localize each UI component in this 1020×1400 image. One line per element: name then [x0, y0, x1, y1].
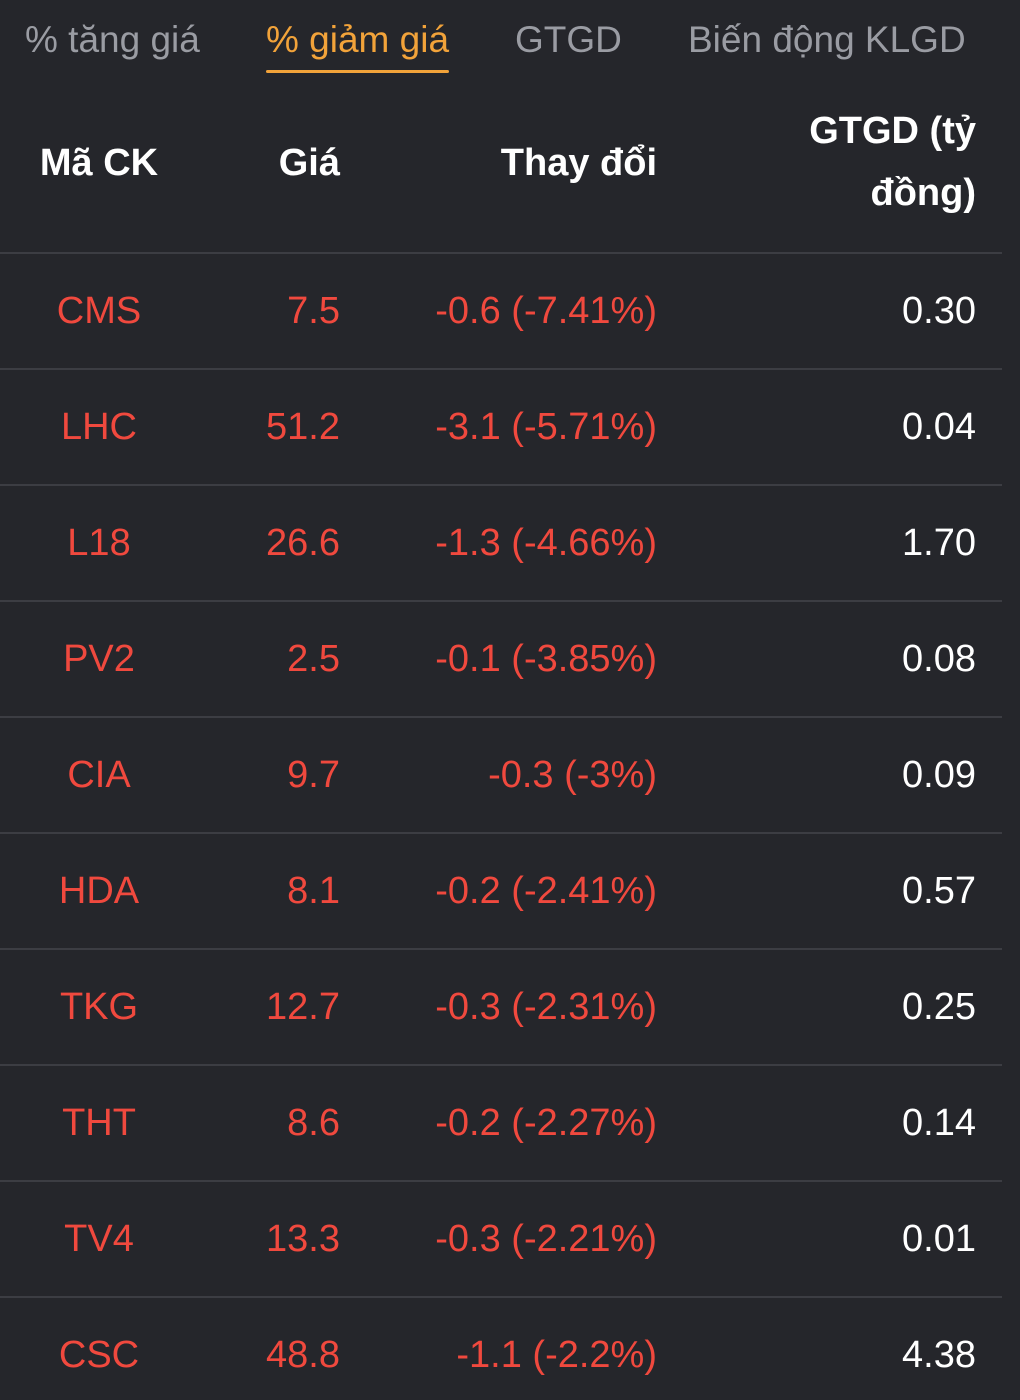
stock-code[interactable]: L18 [67, 522, 131, 564]
header-value: GTGD (tỷ đồng) [809, 110, 976, 214]
stock-price: 8.6 [287, 1102, 340, 1144]
stock-price: 8.1 [287, 870, 340, 912]
tab-gainers[interactable]: % tăng giá [25, 18, 200, 62]
stock-change: -1.3 (-4.66%) [435, 522, 657, 564]
stock-trading-value: 0.09 [902, 754, 976, 796]
stock-change: -0.2 (-2.27%) [435, 1102, 657, 1144]
table-row[interactable]: HDA 8.1 -0.2 (-2.41%) 0.57 [0, 834, 1002, 950]
table-row[interactable]: L18 26.6 -1.3 (-4.66%) 1.70 [0, 486, 1002, 602]
stock-trading-value: 4.38 [902, 1334, 976, 1376]
stock-code[interactable]: CMS [56, 290, 142, 332]
stock-change: -0.3 (-2.31%) [435, 986, 657, 1028]
tab-bar: % tăng giá % giảm giá GTGD Biến động KLG… [0, 0, 1020, 86]
stock-trading-value: 0.01 [902, 1218, 976, 1260]
stock-code[interactable]: PV2 [63, 638, 135, 680]
table-row[interactable]: TKG 12.7 -0.3 (-2.31%) 0.25 [0, 950, 1002, 1066]
stock-code[interactable]: CSC [58, 1334, 140, 1376]
stock-code[interactable]: CIA [67, 754, 131, 796]
stock-trading-value: 0.04 [902, 406, 976, 448]
stock-code[interactable]: LHC [60, 406, 138, 448]
stock-price: 2.5 [287, 638, 340, 680]
header-price: Giá [278, 142, 340, 184]
stock-price: 13.3 [266, 1218, 340, 1260]
stock-code[interactable]: TKG [59, 986, 139, 1028]
table-body: CMS 7.5 -0.6 (-7.41%) 0.30 LHC 51.2 -3.1 (-5.7… [0, 254, 1002, 1400]
tab-label: % giảm giá [266, 19, 450, 60]
tab-volume-change[interactable]: Biến động KLGD [688, 18, 966, 62]
stock-code[interactable]: THT [62, 1102, 136, 1144]
tab-losers[interactable]: % giảm giá [266, 18, 450, 73]
stock-price: 51.2 [266, 406, 340, 448]
stock-price: 12.7 [266, 986, 340, 1028]
stock-trading-value: 0.57 [902, 870, 976, 912]
tab-label: GTGD [515, 19, 622, 60]
stock-change: -0.6 (-7.41%) [435, 290, 657, 332]
stock-table: Mã CK Giá Thay đổi GTGD (tỷ đồng) CMS 7.5… [0, 86, 1002, 1400]
stock-code[interactable]: TV4 [64, 1218, 134, 1260]
stock-code[interactable]: HDA [58, 870, 140, 912]
table-row[interactable]: THT 8.6 -0.2 (-2.27%) 0.14 [0, 1066, 1002, 1182]
tab-label: Biến động KLGD [688, 19, 966, 60]
table-header: Mã CK Giá Thay đổi GTGD (tỷ đồng) [0, 86, 1002, 254]
stock-price: 26.6 [266, 522, 340, 564]
table-row[interactable]: PV2 2.5 -0.1 (-3.85%) 0.08 [0, 602, 1002, 718]
stock-trading-value: 0.30 [902, 290, 976, 332]
stock-change: -1.1 (-2.2%) [456, 1334, 657, 1376]
active-tab-indicator [266, 70, 450, 73]
table-row[interactable]: TV4 13.3 -0.3 (-2.21%) 0.01 [0, 1182, 1002, 1298]
table-row[interactable]: LHC 51.2 -3.1 (-5.71%) 0.04 [0, 370, 1002, 486]
header-change: Thay đổi [500, 142, 657, 184]
stock-price: 9.7 [287, 754, 340, 796]
table-row[interactable]: CIA 9.7 -0.3 (-3%) 0.09 [0, 718, 1002, 834]
stock-price: 7.5 [287, 290, 340, 332]
stock-change: -0.2 (-2.41%) [435, 870, 657, 912]
stock-change: -0.1 (-3.85%) [435, 638, 657, 680]
stock-trading-value: 1.70 [902, 522, 976, 564]
stock-price: 48.8 [266, 1334, 340, 1376]
stock-trading-value: 0.14 [902, 1102, 976, 1144]
stock-trading-value: 0.25 [902, 986, 976, 1028]
stock-change: -0.3 (-3%) [488, 754, 657, 796]
tab-trading-value[interactable]: GTGD [515, 18, 622, 62]
stock-change: -0.3 (-2.21%) [435, 1218, 657, 1260]
tab-label: % tăng giá [25, 19, 200, 60]
stock-trading-value: 0.08 [902, 638, 976, 680]
table-row[interactable]: CSC 48.8 -1.1 (-2.2%) 4.38 [0, 1298, 1002, 1400]
table-row[interactable]: CMS 7.5 -0.6 (-7.41%) 0.30 [0, 254, 1002, 370]
header-code: Mã CK [39, 142, 159, 184]
stock-change: -3.1 (-5.71%) [435, 406, 657, 448]
